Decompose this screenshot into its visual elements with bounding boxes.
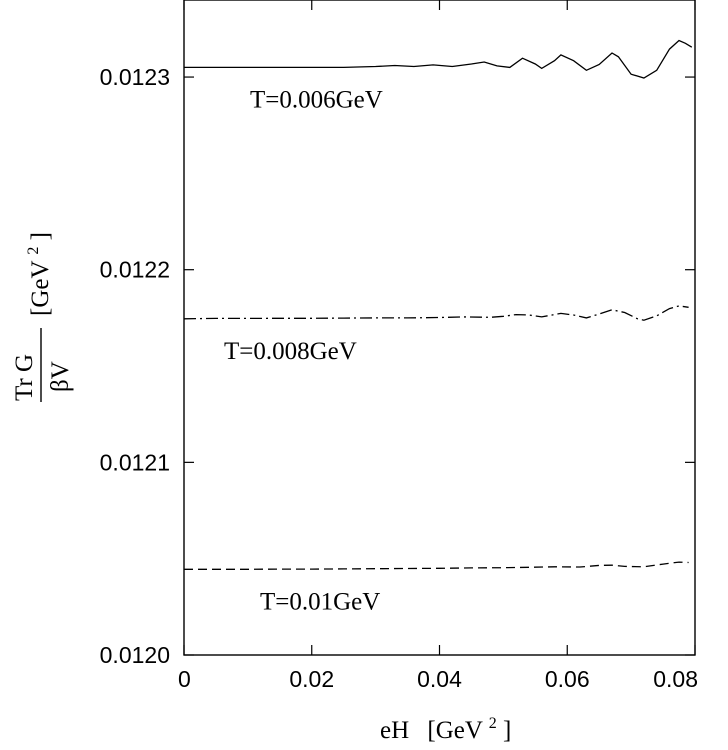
- series-labels: T=0.006GeV T=0.008GeV T=0.01GeV: [224, 86, 383, 615]
- x-tick-label: 0: [178, 666, 191, 692]
- x-tick-label: 0.02: [289, 666, 334, 692]
- axis-ticks: [183, 0, 696, 656]
- y-tick-label: 0.0122: [100, 257, 170, 283]
- series-label-2: T=0.01GeV: [260, 588, 380, 615]
- series-group: [183, 39, 693, 570]
- series-line-2: [184, 561, 689, 570]
- x-tick-label: 0.04: [417, 666, 462, 692]
- y-tick-label: 0.0120: [100, 642, 170, 668]
- x-axis-label: eH [GeV 2 ]: [380, 707, 511, 744]
- y-axis-label-unit: [GeV 2 ]: [17, 232, 54, 316]
- y-axis-label-unit-open: [GeV: [27, 261, 54, 316]
- x-axis-label-unit-sup: 2: [489, 715, 497, 732]
- y-tick-label: 0.0121: [100, 449, 170, 475]
- y-axis-label-denominator: βV: [47, 361, 74, 392]
- y-axis-label: Tr G βV [GeV 2 ]: [11, 232, 74, 402]
- tick-labels: 0 0.02 0.04 0.06 0.08 0.0120 0.0121 0.0122 0.012…: [100, 64, 698, 692]
- y-axis-label-unit-close: ]: [27, 232, 54, 240]
- x-tick-label: 0.08: [653, 666, 698, 692]
- y-axis-label-numerator: Tr G: [11, 354, 38, 401]
- x-axis-label-unit-close: ]: [503, 717, 511, 744]
- series-line-0: [184, 39, 693, 79]
- series-line-1: [183, 305, 689, 321]
- x-axis-label-main: eH: [380, 717, 409, 744]
- x-tick-label: 0.06: [545, 666, 590, 692]
- y-tick-label: 0.0123: [100, 64, 170, 90]
- x-axis-label-unit-open: [GeV: [427, 717, 482, 744]
- series-label-0: T=0.006GeV: [250, 86, 383, 113]
- series-label-1: T=0.008GeV: [224, 338, 357, 365]
- y-axis-label-unit-sup: 2: [25, 247, 42, 255]
